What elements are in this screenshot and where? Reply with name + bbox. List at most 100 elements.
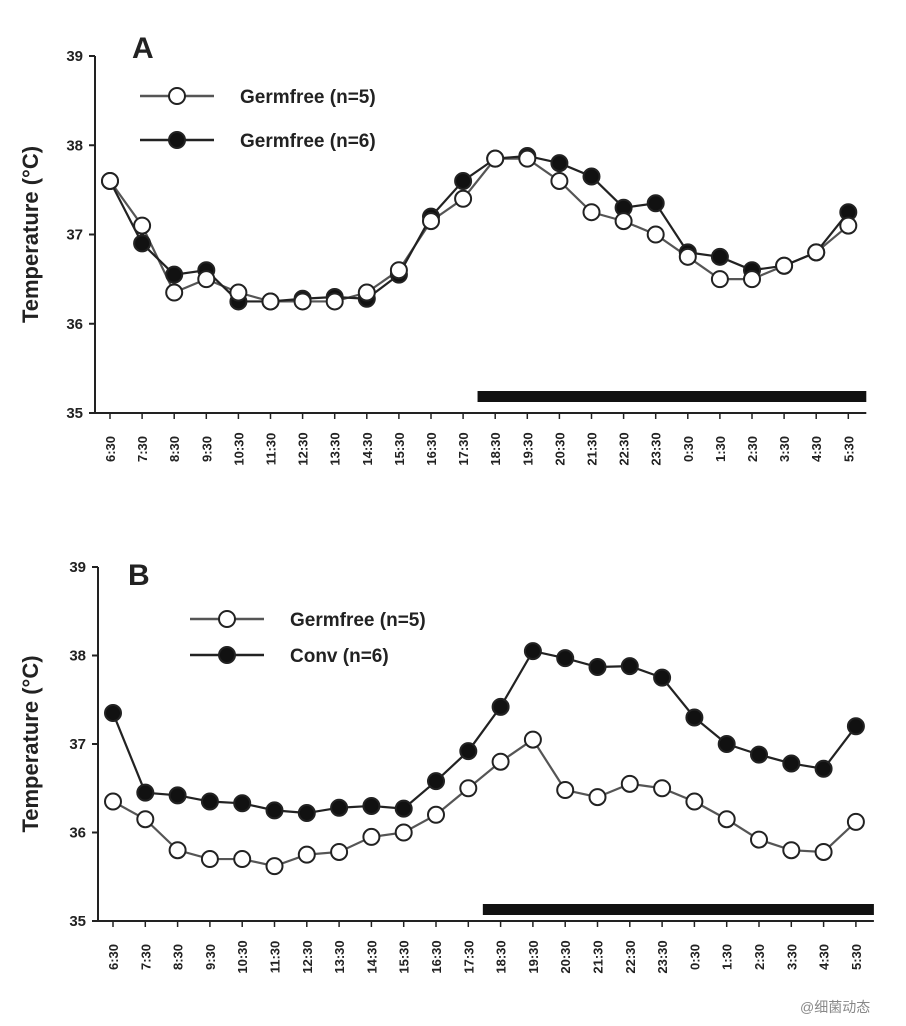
x-tick-label: 3:30 [784,944,799,970]
x-tick-label: 23:30 [649,432,664,465]
x-tick-label: 18:30 [488,432,503,465]
filled-marker [459,742,478,761]
x-tick-label: 16:30 [424,432,439,465]
legend-filled-marker [218,646,236,664]
open-marker [233,850,252,869]
x-tick-label: 10:30 [231,432,246,465]
x-tick-label: 15:30 [397,940,412,973]
filled-marker [427,772,445,791]
dark-period-bar [482,904,874,915]
open-marker [620,774,639,793]
panel-letter: B [128,559,150,592]
y-tick-label: 36 [69,825,86,842]
filled-marker [685,708,704,727]
open-marker [588,788,607,807]
filled-marker [104,704,122,723]
filled-marker [297,804,316,823]
filled-marker [523,642,542,661]
filled-marker [556,649,575,668]
open-marker [168,841,187,860]
legend-open-marker [218,610,236,628]
open-marker [743,270,761,289]
x-tick-label: 11:30 [268,941,283,974]
open-marker [101,171,119,190]
x-tick-label: 5:30 [841,436,856,462]
open-marker [136,810,155,829]
y-tick-label: 37 [66,227,83,244]
x-tick-label: 0:30 [681,436,696,462]
x-tick-label: 6:30 [103,436,118,462]
x-tick-label: 17:30 [456,432,471,465]
x-tick-label: 13:30 [328,432,343,465]
open-marker [646,225,665,244]
open-marker [297,845,316,864]
legend-label: Germfree (n=5) [290,610,426,631]
open-marker [491,752,510,771]
x-tick-label: 14:30 [364,940,379,973]
open-marker [293,292,312,311]
open-marker [325,292,344,311]
filled-marker [362,796,381,815]
x-tick-label: 1:30 [720,944,735,970]
open-marker [454,189,473,208]
x-tick-label: 14:30 [360,432,375,465]
open-marker [846,812,865,831]
y-tick-label: 39 [66,48,83,65]
panel-letter: A [132,32,154,65]
open-marker [357,283,376,302]
open-marker [165,283,184,302]
x-tick-label: 13:30 [332,940,347,973]
x-tick-label: 10:30 [235,940,250,973]
x-tick-label: 8:30 [167,436,182,462]
x-tick-label: 21:30 [585,432,600,465]
watermark: @细菌动态 [800,999,870,1015]
series-line [111,649,857,815]
filled-marker [582,167,601,186]
legend-label: Germfree (n=5) [240,87,376,108]
open-marker [104,792,122,811]
x-tick-label: 2:30 [752,944,767,970]
x-tick-label: 7:30 [138,944,153,970]
x-tick-label: 8:30 [171,944,186,970]
legend-label: Germfree (n=6) [240,131,376,152]
open-marker [265,857,284,876]
y-axis-title: Temperature (°C) [18,146,43,323]
x-tick-label: 22:30 [617,432,632,465]
x-tick-label: 3:30 [777,436,792,462]
open-marker [582,203,601,222]
series-line [109,157,850,303]
x-tick-label: 19:30 [520,432,535,465]
x-tick-label: 0:30 [687,944,702,970]
x-tick-label: 11:30 [264,433,279,466]
open-marker [197,270,216,289]
y-tick-label: 37 [69,736,86,753]
x-tick-label: 19:30 [526,940,541,973]
open-marker [422,212,440,231]
y-tick-label: 35 [66,405,83,422]
open-marker [427,805,445,824]
y-tick-label: 38 [66,137,83,154]
legend-label: Conv (n=6) [290,646,389,667]
x-tick-label: 2:30 [745,436,760,462]
x-tick-label: 17:30 [461,940,476,973]
filled-marker [136,783,155,802]
filled-marker [133,234,152,253]
x-tick-label: 5:30 [849,944,864,970]
filled-marker [717,735,736,753]
filled-marker [233,794,252,813]
filled-marker [750,745,768,764]
open-marker [614,212,633,231]
x-tick-label: 7:30 [135,436,150,462]
filled-marker [710,247,729,266]
filled-marker [550,154,569,173]
open-marker [653,779,672,798]
x-tick-label: 21:30 [591,940,606,973]
x-tick-label: 18:30 [494,940,509,973]
y-tick-label: 36 [66,316,83,333]
filled-marker [394,799,413,818]
open-marker [782,841,801,860]
open-marker [814,842,833,861]
filled-marker [814,759,833,778]
filled-marker [454,171,473,190]
